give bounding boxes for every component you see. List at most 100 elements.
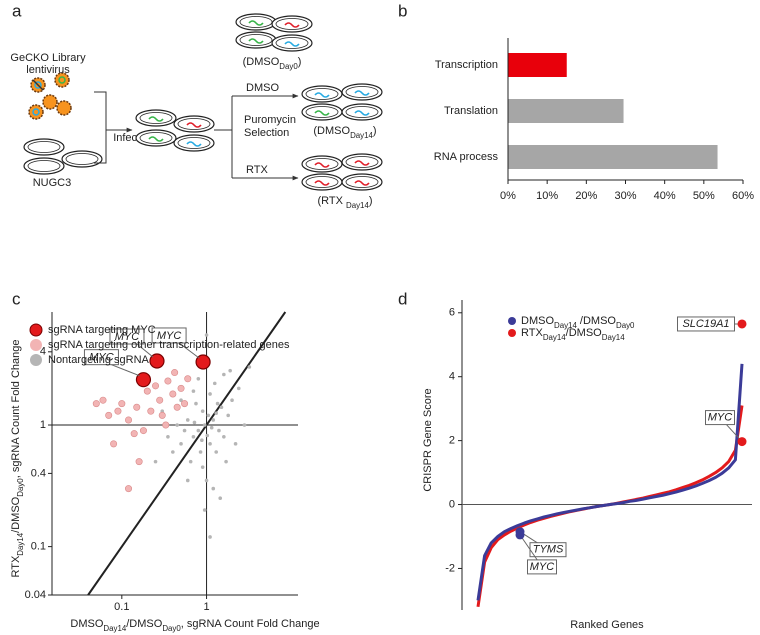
legend-label-part: /DMSO [566, 327, 603, 339]
point [92, 400, 100, 408]
legend-swatch [508, 317, 516, 325]
dish-inner [275, 37, 309, 49]
dmso-day14-label-part: (DMSO [313, 125, 350, 137]
dish-inner [345, 86, 379, 98]
bar [508, 53, 567, 77]
dish-inner [139, 132, 173, 144]
point [247, 365, 252, 369]
point [169, 390, 177, 398]
annotation: MYC [115, 331, 140, 343]
point [185, 418, 190, 422]
y-tick-label: 1 [40, 419, 46, 431]
y-tick-label: 4 [40, 346, 46, 358]
x-axis-label-part: Day14 [103, 624, 126, 633]
y-tick-label: 0.1 [31, 541, 46, 553]
dish-inner [305, 158, 339, 170]
legend-label: sgRNA targeting other transcription-rela… [48, 339, 290, 351]
rtx-label: RTX [246, 164, 268, 176]
day0-label-part: ) [298, 56, 302, 68]
cell-dna [284, 41, 300, 47]
highlight-point [515, 530, 525, 540]
leader-line [136, 343, 154, 358]
point [175, 423, 179, 427]
point [162, 421, 170, 429]
point [195, 354, 211, 370]
legend-label-part: Day14 [543, 333, 566, 342]
annotation: SLC19A1 [682, 318, 729, 330]
selection-label: Puromycin [244, 114, 296, 126]
point [173, 403, 181, 411]
cell-dna [284, 22, 300, 28]
point [233, 442, 238, 446]
dish-inner [345, 176, 379, 188]
point [171, 369, 179, 377]
cell-dna [354, 110, 370, 116]
point [228, 368, 232, 373]
dish-inner [27, 141, 61, 153]
y-tick-label: 0.4 [31, 467, 46, 479]
point [230, 398, 234, 402]
point [217, 428, 221, 433]
dish-inner [177, 118, 211, 130]
point [125, 416, 133, 424]
point [135, 458, 143, 466]
point [236, 386, 241, 391]
cell-dna [314, 180, 330, 186]
point [205, 433, 210, 438]
y-tick-label: 4 [449, 371, 455, 383]
point [209, 425, 214, 430]
rtx-day14-label-part: (RTX [317, 195, 346, 207]
cell-dna [248, 38, 264, 44]
x-tick-label: 30% [614, 190, 636, 202]
virus-mark [32, 79, 44, 91]
rtx-day14-label-part: Day14 [346, 201, 369, 210]
annotation: TYMS [533, 544, 564, 556]
virus-core [58, 76, 66, 84]
cell-dna [354, 90, 370, 96]
panel-label: b [398, 1, 407, 20]
point [192, 420, 197, 425]
point [191, 434, 196, 439]
legend-label-part: /DMSO [577, 315, 617, 327]
annotation: MYC [708, 411, 733, 423]
x-axis-label: DMSODay14/DMSODay0, sgRNA Count Fold Cha… [70, 618, 319, 633]
point [179, 398, 183, 402]
dish-inner [345, 106, 379, 118]
cells-label: NUGC3 [33, 177, 72, 189]
dish-inner [177, 137, 211, 149]
panel-label: c [12, 289, 21, 308]
x-axis-label-part: , sgRNA Count Fold Change [181, 618, 320, 630]
y-axis-label-part: RTX [10, 555, 22, 577]
point [219, 405, 224, 410]
y-axis-label-part: Day14 [16, 532, 25, 555]
legend-label-part: Day0 [616, 321, 635, 330]
legend-label: RTXDay14/DMSODay14 [521, 327, 625, 342]
point [208, 442, 212, 446]
point [114, 407, 122, 415]
point [153, 459, 158, 464]
x-axis-label-part: Day0 [162, 624, 181, 633]
dish-inner [305, 176, 339, 188]
point [212, 381, 217, 386]
cell-dna [354, 180, 370, 186]
highlight-point [737, 319, 747, 329]
point [224, 459, 228, 464]
y-axis-label: RTXDay14/DMSODay0, sgRNA Count Fold Chan… [10, 339, 25, 577]
point [202, 423, 207, 427]
point [133, 403, 141, 411]
point [181, 400, 189, 408]
cell-dna [148, 116, 164, 122]
point [164, 377, 172, 385]
point [222, 372, 226, 377]
rtx-day14-label: (RTX Day14) [317, 195, 372, 210]
annotation-box [109, 328, 145, 345]
cell-dna [314, 92, 330, 98]
point [194, 401, 198, 406]
dmso-day14-label-part: ) [373, 125, 377, 137]
category-label: Transcription [435, 59, 498, 71]
point [139, 427, 147, 435]
point [130, 430, 138, 438]
point [99, 396, 107, 404]
bar [508, 145, 718, 169]
